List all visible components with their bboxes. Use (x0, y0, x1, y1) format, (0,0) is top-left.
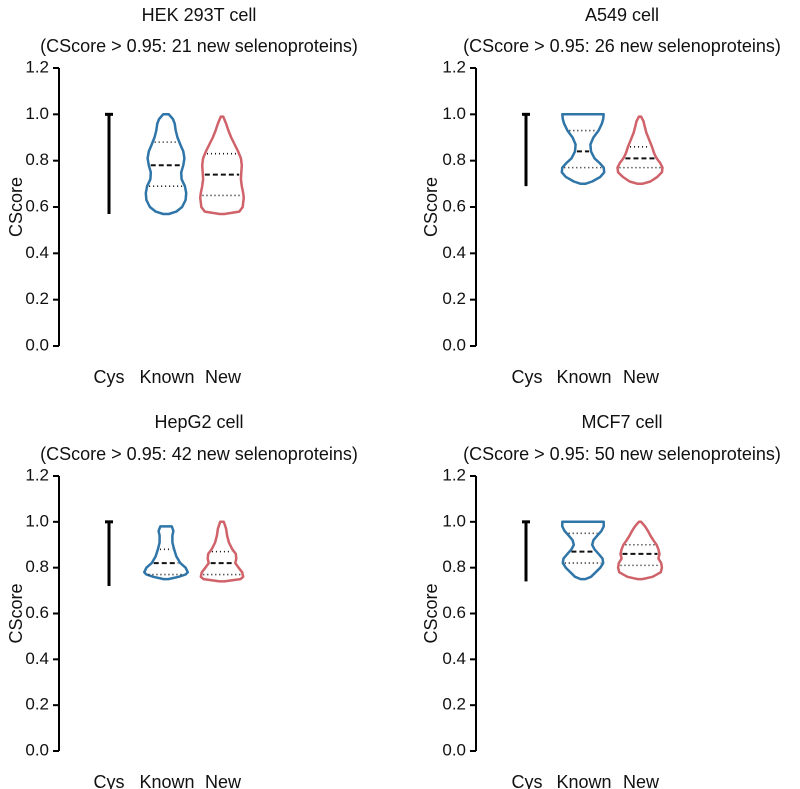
y-axis-label: CScore (6, 583, 26, 643)
chart-panel-1: HEK 293T cell (CScore > 0.95: 21 new sele… (6, 5, 358, 387)
x-tick-label-new: New (623, 772, 660, 789)
violin-known (142, 525, 190, 581)
y-tick-label: 1.0 (442, 511, 466, 530)
violin-known (144, 113, 188, 216)
y-tick-label: 0.4 (442, 243, 466, 262)
x-tick-label-cys: Cys (94, 772, 125, 789)
x-tick-label-known: Known (556, 367, 611, 387)
y-axis-label: CScore (421, 583, 441, 643)
y-tick-label: 0.6 (25, 603, 49, 622)
y-tick-label: 0.6 (25, 196, 49, 215)
y-tick-label: 0.8 (25, 557, 49, 576)
x-tick-label-known: Known (139, 367, 194, 387)
x-tick-label-cys: Cys (512, 367, 543, 387)
y-axis-label: CScore (421, 177, 441, 237)
y-tick-label: 0.2 (25, 695, 49, 714)
y-tick-label: 1.2 (25, 465, 49, 484)
chart-title: A549 cell (585, 5, 659, 25)
y-tick-label: 0.2 (442, 695, 466, 714)
y-tick-label: 0.4 (442, 649, 466, 668)
chart-subtitle: (CScore > 0.95: 21 new selenoproteins) (40, 36, 358, 56)
y-tick-label: 0.0 (442, 740, 466, 759)
y-tick-label: 0.6 (442, 196, 466, 215)
x-tick-label-new: New (205, 367, 242, 387)
y-tick-label: 0.0 (442, 335, 466, 354)
violin-known (561, 520, 605, 581)
y-axis-label: CScore (6, 177, 26, 237)
violin-new (616, 115, 664, 186)
y-tick-label: 0.6 (442, 603, 466, 622)
chart-panel-3: HepG2 cell (CScore > 0.95: 42 new selenop… (6, 412, 358, 789)
y-tick-label: 1.0 (25, 511, 49, 530)
chart-subtitle: (CScore > 0.95: 26 new selenoproteins) (463, 36, 781, 56)
violin-new (198, 115, 246, 216)
x-tick-label-new: New (623, 367, 660, 387)
y-tick-label: 0.0 (25, 740, 49, 759)
violin-known (560, 113, 606, 186)
x-tick-label-known: Known (556, 772, 611, 789)
chart-title: MCF7 cell (581, 412, 662, 432)
chart-title: HEK 293T cell (142, 5, 257, 25)
chart-subtitle: (CScore > 0.95: 42 new selenoproteins) (40, 444, 358, 464)
y-tick-label: 1.0 (442, 104, 466, 123)
y-tick-label: 0.2 (442, 289, 466, 308)
chart-panel-2: A549 cell (CScore > 0.95: 26 new selenopr… (421, 5, 781, 387)
y-tick-label: 1.2 (442, 465, 466, 484)
y-tick-label: 1.0 (25, 104, 49, 123)
y-tick-label: 0.8 (25, 150, 49, 169)
y-tick-label: 1.2 (25, 57, 49, 76)
x-tick-label-new: New (205, 772, 242, 789)
chart-title: HepG2 cell (154, 412, 243, 432)
y-tick-label: 0.4 (25, 243, 49, 262)
chart-subtitle: (CScore > 0.95: 50 new selenoproteins) (463, 444, 781, 464)
violin-new (199, 520, 245, 583)
y-tick-label: 0.4 (25, 649, 49, 668)
y-tick-label: 1.2 (442, 57, 466, 76)
x-tick-label-known: Known (139, 772, 194, 789)
y-tick-label: 0.0 (25, 335, 49, 354)
y-tick-label: 0.8 (442, 557, 466, 576)
chart-panel-4: MCF7 cell (CScore > 0.95: 50 new selenopr… (421, 412, 781, 789)
y-tick-label: 0.2 (25, 289, 49, 308)
y-tick-label: 0.8 (442, 150, 466, 169)
violin-new (616, 520, 664, 581)
x-tick-label-cys: Cys (94, 367, 125, 387)
x-tick-label-cys: Cys (512, 772, 543, 789)
